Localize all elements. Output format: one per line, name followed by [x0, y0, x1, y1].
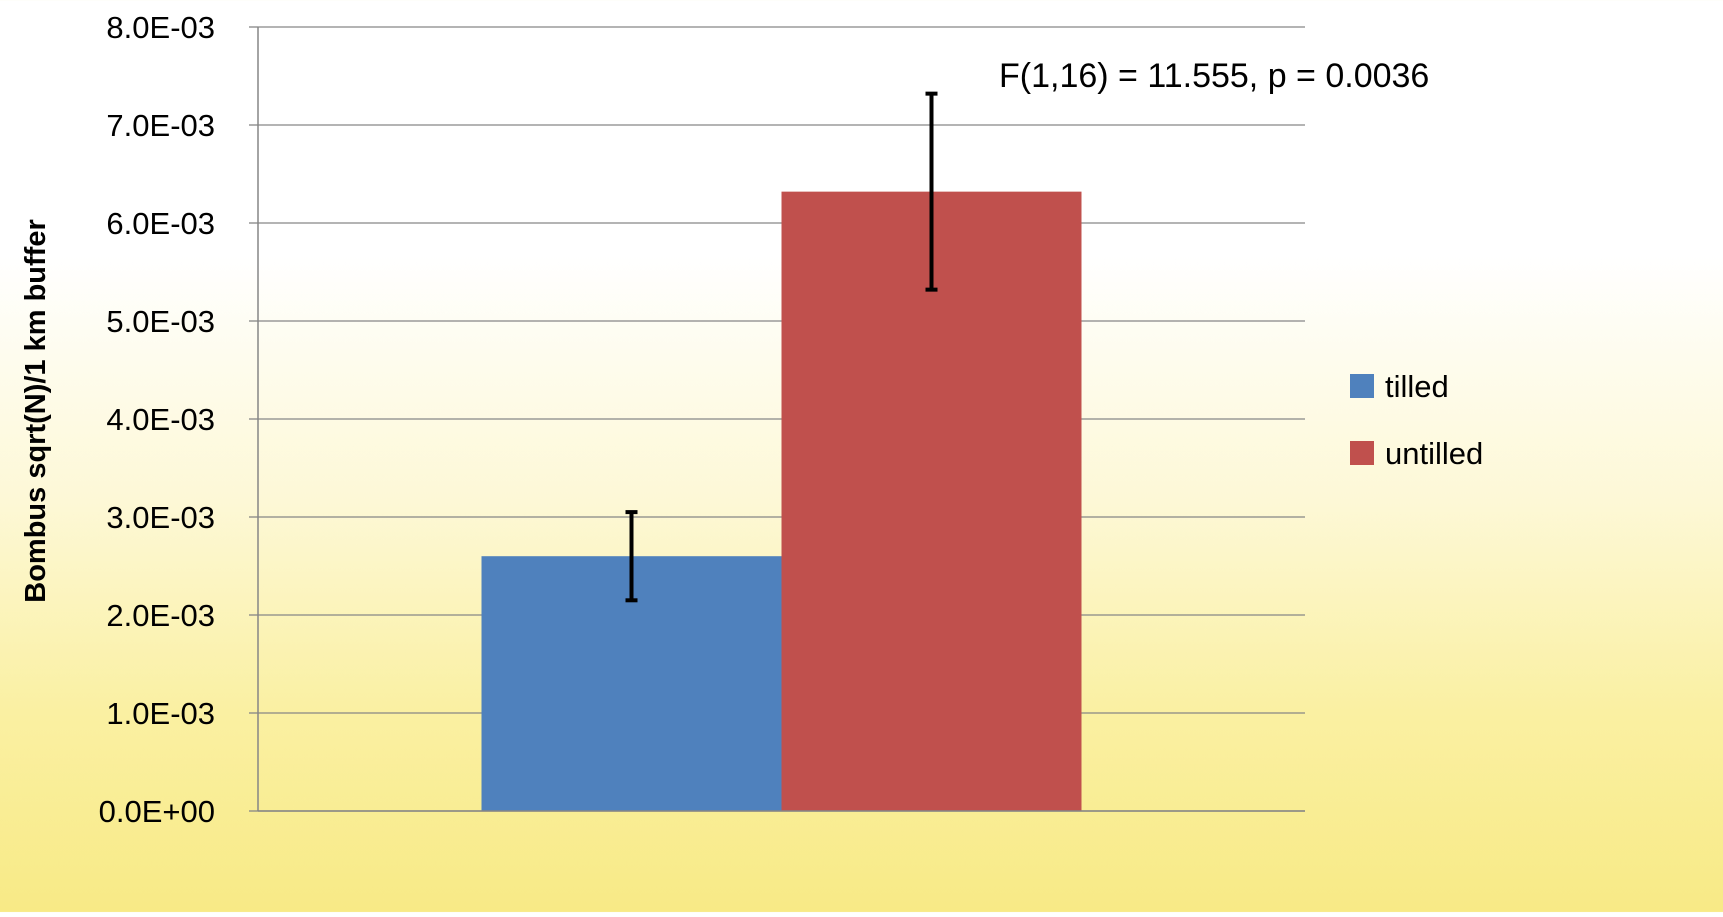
y-tick-label: 8.0E-03: [106, 10, 215, 45]
y-tick-label: 4.0E-03: [106, 402, 215, 437]
legend-swatch: [1350, 374, 1374, 398]
legend-item-untilled: untilled: [1350, 436, 1483, 471]
y-axis-label: Bombus sqrt(N)/1 km buffer: [20, 219, 52, 602]
bars: [258, 191, 1305, 812]
y-tick-label: 1.0E-03: [106, 696, 215, 731]
legend-label: untilled: [1385, 436, 1483, 471]
y-tick-label: 3.0E-03: [106, 500, 215, 535]
stat-annotation: F(1,16) = 11.555, p = 0.0036: [999, 57, 1429, 95]
y-tick-label: 6.0E-03: [106, 206, 215, 241]
bar-untilled: [781, 191, 1082, 811]
y-tick-label: 5.0E-03: [106, 304, 215, 339]
legend-swatch: [1350, 441, 1374, 465]
legend: tilled untilled: [1350, 369, 1483, 471]
y-tick-labels: 0.0E+00 1.0E-03 2.0E-03 3.0E-03 4.0E-03 5.0E-…: [99, 10, 215, 829]
y-tick-label: 2.0E-03: [106, 598, 215, 633]
legend-item-tilled: tilled: [1350, 369, 1449, 404]
legend-label: tilled: [1385, 369, 1449, 404]
y-tick-label: 0.0E+00: [99, 794, 215, 829]
error-bars: [625, 91, 938, 603]
y-tick-label: 7.0E-03: [106, 108, 215, 143]
